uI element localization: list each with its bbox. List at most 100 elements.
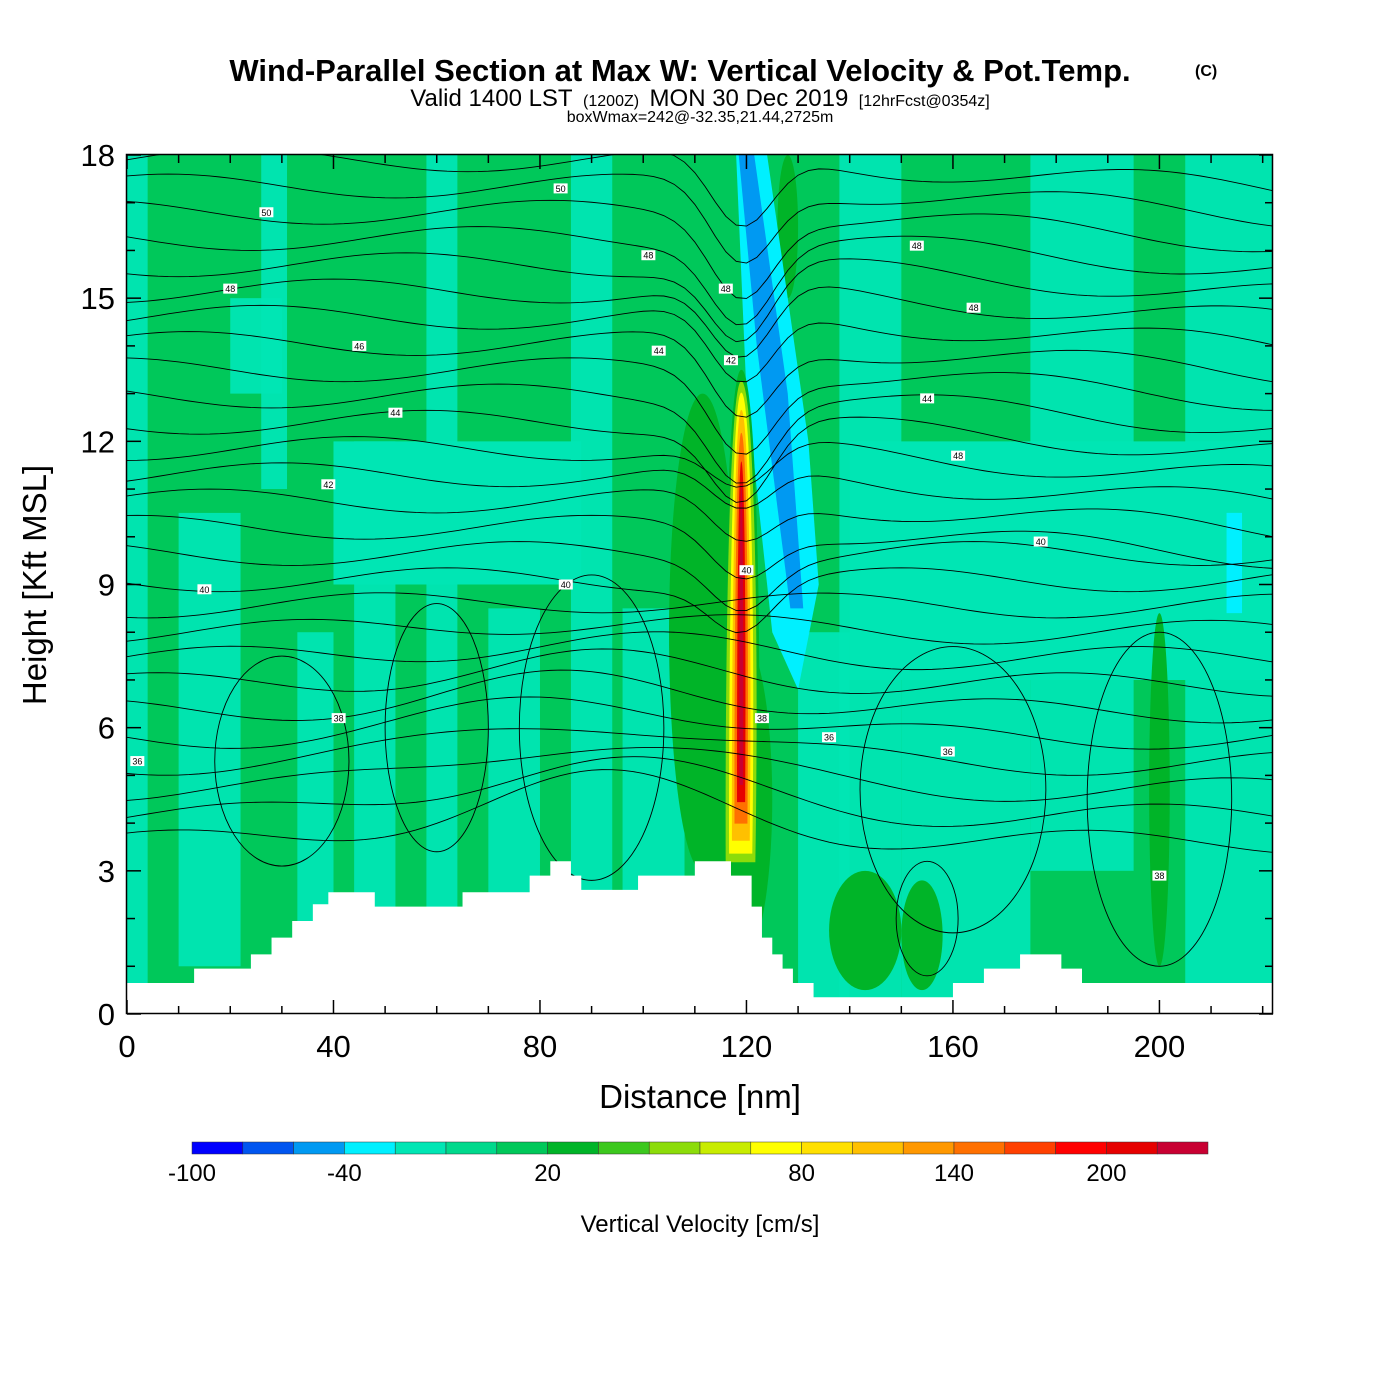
contour-label-text: 48 bbox=[969, 303, 979, 313]
contour-label-bg bbox=[352, 340, 367, 351]
x-tick-label: 120 bbox=[721, 1029, 773, 1064]
colorbar-swatch bbox=[953, 1141, 1006, 1155]
colorbar-label: Vertical Velocity [cm/s] bbox=[581, 1211, 820, 1238]
contour-label-text: 38 bbox=[757, 714, 767, 724]
x-axis-label: Distance [nm] bbox=[599, 1078, 801, 1115]
colorbar-swatch bbox=[852, 1141, 904, 1155]
contour-label-text: 48 bbox=[912, 241, 922, 251]
contour-label-text: 36 bbox=[943, 747, 953, 757]
contour-label: 42 bbox=[723, 355, 738, 366]
contour-label: 46 bbox=[352, 340, 367, 351]
downdraft-cyan bbox=[1226, 512, 1243, 614]
strong-updraft-patch bbox=[829, 870, 902, 991]
theta-contour-line bbox=[127, 199, 1273, 299]
y-tick-label: 0 bbox=[98, 997, 115, 1032]
contour-label-text: 42 bbox=[726, 356, 736, 366]
contour-label-text: 50 bbox=[261, 208, 271, 218]
theta-contour-line bbox=[127, 462, 1273, 509]
colorbar-swatch bbox=[496, 1141, 548, 1155]
theta-contour-line bbox=[127, 514, 1273, 580]
theta-contour-loop bbox=[859, 646, 1047, 934]
colorbar-tick-label: 20 bbox=[534, 1160, 561, 1187]
contour-label-bg bbox=[940, 746, 955, 757]
contour-label-text: 48 bbox=[953, 451, 963, 461]
terrain-profile bbox=[127, 861, 1273, 1014]
theta-contour-line bbox=[127, 631, 1273, 671]
contour-label-text: 48 bbox=[225, 284, 235, 294]
colorbar-swatch bbox=[648, 1141, 701, 1155]
colorbar-swatch bbox=[191, 1141, 244, 1155]
y-tick-label: 12 bbox=[81, 424, 115, 459]
contour-label-bg bbox=[718, 283, 733, 294]
contour-label-bg bbox=[920, 393, 935, 404]
contour-label: 48 bbox=[641, 250, 656, 261]
contour-label-text: 42 bbox=[323, 480, 333, 490]
contour-label-bg bbox=[641, 250, 656, 261]
theta-contour-line bbox=[127, 409, 1273, 503]
contour-label-bg bbox=[259, 207, 274, 218]
colorbar-swatch bbox=[547, 1141, 599, 1155]
strong-updraft-patch bbox=[1149, 613, 1170, 967]
theta-contour-line bbox=[127, 747, 1273, 802]
theta-contour-loop bbox=[214, 655, 350, 867]
updraft-weak-band bbox=[178, 512, 241, 967]
contour-label-bg bbox=[739, 565, 754, 576]
contour-label-text: 40 bbox=[199, 585, 209, 595]
contour-label-bg bbox=[909, 240, 924, 251]
theta-contour-line bbox=[127, 252, 1273, 343]
contour-label: 50 bbox=[553, 183, 568, 194]
contour-label: 36 bbox=[940, 746, 955, 757]
theta-contour-line bbox=[127, 173, 1273, 264]
theta-contour-line bbox=[127, 728, 1273, 776]
x-tick-label: 0 bbox=[118, 1029, 135, 1064]
colorbar-swatch bbox=[699, 1141, 752, 1155]
contour-label: 36 bbox=[822, 732, 837, 743]
contour-label-bg bbox=[197, 584, 212, 595]
contour-label-text: 40 bbox=[1036, 537, 1046, 547]
contour-label-bg bbox=[966, 302, 981, 313]
colorbar-tick-label: -40 bbox=[327, 1160, 362, 1187]
contour-label: 38 bbox=[1152, 870, 1167, 881]
colorbar-swatch bbox=[801, 1141, 853, 1155]
theta-contour-line bbox=[127, 567, 1273, 634]
contour-label-text: 40 bbox=[561, 580, 571, 590]
y-tick-label: 9 bbox=[98, 568, 115, 603]
contour-label: 48 bbox=[223, 283, 238, 294]
updraft-core bbox=[739, 484, 744, 785]
theta-contour-line bbox=[127, 383, 1273, 484]
colorbar-tick-label: -100 bbox=[168, 1160, 216, 1187]
theta-contour-line bbox=[127, 331, 1273, 418]
contour-label: 42 bbox=[321, 479, 336, 490]
valid-date: MON 30 Dec 2019 bbox=[650, 85, 849, 112]
contour-label-text: 44 bbox=[922, 394, 932, 404]
y-axis-label: Height [Kft MSL] bbox=[16, 465, 53, 705]
updraft-weak-band bbox=[230, 298, 282, 394]
copyright-mark: (C) bbox=[1195, 63, 1217, 80]
theta-contour-line bbox=[127, 648, 1273, 697]
theta-contour-line bbox=[127, 696, 1273, 750]
weak-region bbox=[333, 441, 582, 585]
theta-contour-loop bbox=[384, 603, 489, 853]
contour-label: 40 bbox=[558, 579, 573, 590]
contour-label-bg bbox=[558, 579, 573, 590]
x-tick-label: 160 bbox=[927, 1029, 979, 1064]
x-tick-label: 200 bbox=[1134, 1029, 1186, 1064]
theta-contour-line bbox=[127, 669, 1273, 724]
theta-contour-line bbox=[127, 357, 1273, 455]
contour-label-bg bbox=[223, 283, 238, 294]
contour-label: 40 bbox=[1033, 536, 1048, 547]
theta-contour-line bbox=[127, 769, 1273, 853]
contour-label-text: 48 bbox=[643, 251, 653, 261]
contour-label: 48 bbox=[966, 302, 981, 313]
y-tick-label: 6 bbox=[98, 711, 115, 746]
contour-label-bg bbox=[822, 732, 837, 743]
x-axis: 0 40 80 120 160 200 bbox=[118, 155, 1264, 1064]
contour-label: 36 bbox=[130, 756, 145, 767]
contour-label-text: 36 bbox=[824, 733, 834, 743]
colorbar-swatch bbox=[1004, 1141, 1056, 1155]
theta-contour-line bbox=[127, 592, 1273, 619]
contour-label: 44 bbox=[651, 345, 666, 356]
theta-contour-line bbox=[127, 756, 1273, 827]
